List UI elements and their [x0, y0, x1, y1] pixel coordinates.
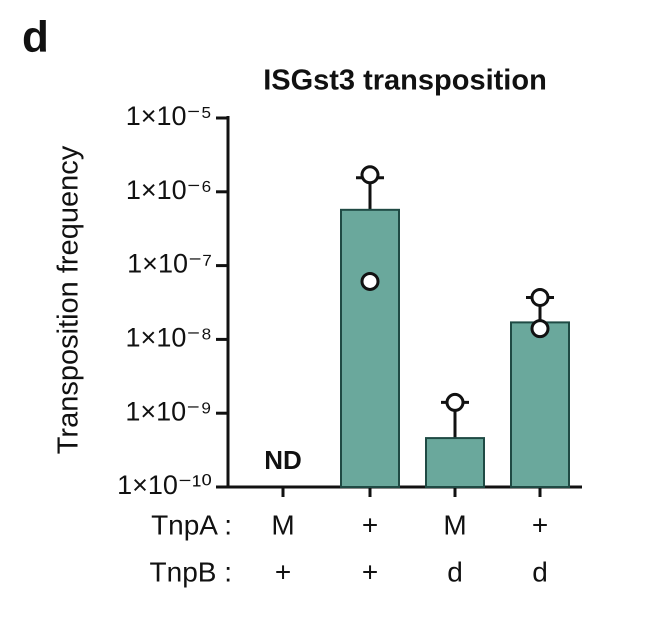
x-tick-label: d: [447, 556, 463, 587]
x-tick-label: +: [275, 556, 291, 587]
y-tick-label: 1×10⁻¹⁰: [117, 470, 212, 500]
data-point: [530, 319, 550, 339]
data-point: [360, 165, 380, 185]
y-tick-label: 1×10⁻⁵: [126, 101, 212, 131]
y-tick-label: 1×10⁻⁹: [125, 396, 212, 426]
chart-title: ISGst3 transposition: [263, 65, 547, 97]
x-tick-label: +: [362, 556, 378, 587]
x-tick-label: M: [271, 509, 294, 540]
y-axis-label: Transposition frequency: [53, 145, 85, 454]
panel-label: d: [22, 13, 49, 62]
bar: [510, 321, 570, 489]
y-tick-label: 1×10⁻⁸: [126, 323, 212, 353]
x-tick-label: M: [443, 509, 466, 540]
row-label: TnpA :: [151, 509, 232, 540]
x-tick-label: +: [362, 509, 378, 540]
data-point: [530, 287, 550, 307]
y-tick-label: 1×10⁻⁶: [126, 175, 212, 205]
bar: [340, 208, 400, 488]
bar: [425, 437, 485, 488]
data-point: [360, 271, 380, 291]
x-tick-label: d: [532, 556, 548, 587]
data-point: [445, 392, 465, 412]
row-label: TnpB :: [150, 556, 232, 587]
annotation: ND: [264, 445, 302, 475]
x-tick-label: +: [532, 509, 548, 540]
y-tick-label: 1×10⁻⁷: [127, 249, 212, 279]
